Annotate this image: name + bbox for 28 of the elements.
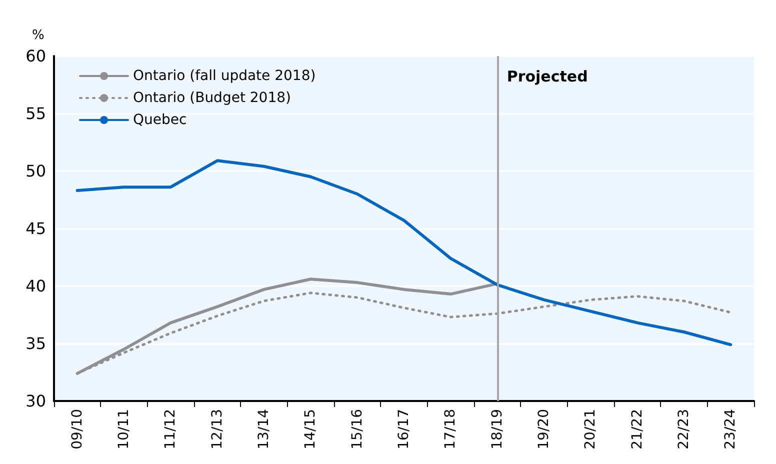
x-tick-label: 13/14	[256, 408, 272, 450]
y-tick-label: 40	[26, 276, 46, 296]
x-tick-label: 12/13	[209, 409, 226, 450]
x-tick-label: 19/20	[536, 409, 552, 450]
y-axis-title: %	[32, 28, 44, 43]
x-tick-label: 11/12	[162, 409, 179, 450]
x-tick-label: 20/21	[582, 409, 599, 450]
y-tick-label: 50	[26, 162, 46, 180]
y-tick-label: 45	[26, 219, 46, 238]
y-tick-label: 60	[26, 46, 46, 66]
legend-label: Ontario (fall update 2018)	[133, 68, 316, 84]
x-tick-label: 14/15	[302, 409, 319, 450]
x-tick-label: 10/11	[116, 409, 132, 450]
x-tick-label: 16/17	[396, 409, 412, 450]
ref-line-label: Projected	[506, 68, 588, 86]
x-tick-label: 18/19	[489, 409, 506, 450]
x-tick-label: 21/22	[629, 409, 646, 450]
y-tick-label: 35	[26, 334, 46, 353]
x-tick-label: 17/18	[442, 409, 459, 450]
x-tick-label: 23/24	[722, 408, 739, 450]
x-tick-label: 22/23	[676, 409, 692, 450]
x-tick-label: 15/16	[349, 408, 366, 450]
line-series	[76, 159, 732, 346]
y-tick-label: 30	[26, 392, 46, 410]
legend-label: Quebec	[133, 112, 187, 128]
x-tick-label: 09/10	[69, 409, 86, 450]
legend-label: Ontario (Budget 2018)	[133, 90, 291, 106]
y-tick-label: 55	[26, 104, 46, 123]
